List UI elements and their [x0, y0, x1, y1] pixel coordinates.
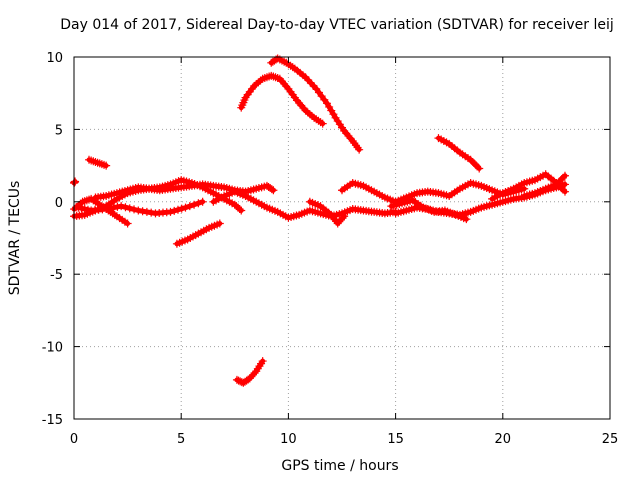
series-arc-15 — [387, 196, 471, 224]
series-arc-3 — [70, 177, 80, 187]
x-tick-label: 5 — [177, 432, 185, 447]
data-point — [235, 205, 244, 214]
data-point — [198, 197, 207, 206]
data-point — [170, 206, 179, 215]
data-point — [185, 202, 194, 211]
grid — [74, 57, 610, 419]
data-point — [560, 180, 569, 189]
data-point — [355, 145, 364, 154]
plot-frame — [73, 56, 611, 420]
data-point — [194, 199, 203, 208]
data-point — [121, 203, 130, 212]
data-point — [340, 212, 349, 221]
x-tick-label: 15 — [387, 432, 404, 447]
data-point — [173, 205, 182, 214]
data-point — [109, 203, 118, 212]
ticks: 0 5 10 15 20 25 -15 -10 -5 0 5 10 — [42, 51, 619, 447]
data-point — [269, 186, 278, 195]
series-arc-6 — [74, 197, 207, 218]
x-tick-label: 20 — [495, 432, 512, 447]
data-series — [70, 54, 569, 387]
y-tick-label: 0 — [55, 196, 63, 211]
data-point — [123, 219, 132, 228]
data-point — [318, 119, 327, 128]
y-tick-label: 10 — [46, 51, 63, 66]
data-point — [134, 206, 143, 215]
data-point — [105, 204, 114, 213]
x-tick-label: 0 — [70, 432, 78, 447]
x-axis-label: GPS time / hours — [281, 458, 398, 474]
series-arc-2 — [85, 155, 111, 170]
data-point — [117, 202, 126, 211]
data-point — [462, 215, 471, 224]
series-arc-5 — [91, 180, 278, 202]
y-tick-label: -10 — [42, 341, 63, 356]
series-arc-10 — [232, 357, 267, 387]
series-arc-16 — [434, 134, 484, 173]
data-point — [560, 171, 569, 180]
data-point — [177, 204, 186, 213]
data-point — [258, 357, 267, 366]
data-point — [560, 187, 569, 196]
data-point — [338, 214, 347, 223]
x-tick-label: 25 — [602, 432, 619, 447]
data-point — [130, 205, 139, 214]
y-tick-label: -15 — [42, 413, 63, 428]
chart-title: Day 014 of 2017, Sidereal Day-to-day VTE… — [60, 17, 614, 33]
data-point — [125, 204, 134, 213]
data-point — [475, 164, 484, 173]
data-point — [113, 202, 122, 211]
data-point — [267, 185, 276, 194]
series-arc-11 — [209, 187, 400, 222]
series-arc-7 — [172, 219, 224, 248]
y-tick-label: 5 — [55, 123, 63, 138]
data-point — [147, 208, 156, 217]
series-arc-8 — [237, 71, 327, 128]
series-arc-18 — [520, 171, 569, 201]
data-point — [190, 200, 199, 209]
data-point — [138, 207, 147, 216]
data-point — [215, 219, 224, 228]
data-point — [237, 206, 246, 215]
y-axis-label: SDTVAR / TECUs — [7, 181, 23, 296]
data-point — [142, 207, 151, 216]
data-point — [250, 369, 259, 378]
x-tick-label: 10 — [280, 432, 297, 447]
data-point — [181, 203, 190, 212]
series-arc-12 — [305, 197, 349, 228]
data-point — [166, 207, 175, 216]
data-point — [71, 177, 80, 186]
series-arc-17 — [488, 170, 569, 203]
data-point — [102, 161, 111, 170]
y-tick-label: -5 — [50, 268, 63, 283]
data-point — [102, 205, 111, 214]
series-arc-9 — [267, 54, 364, 154]
